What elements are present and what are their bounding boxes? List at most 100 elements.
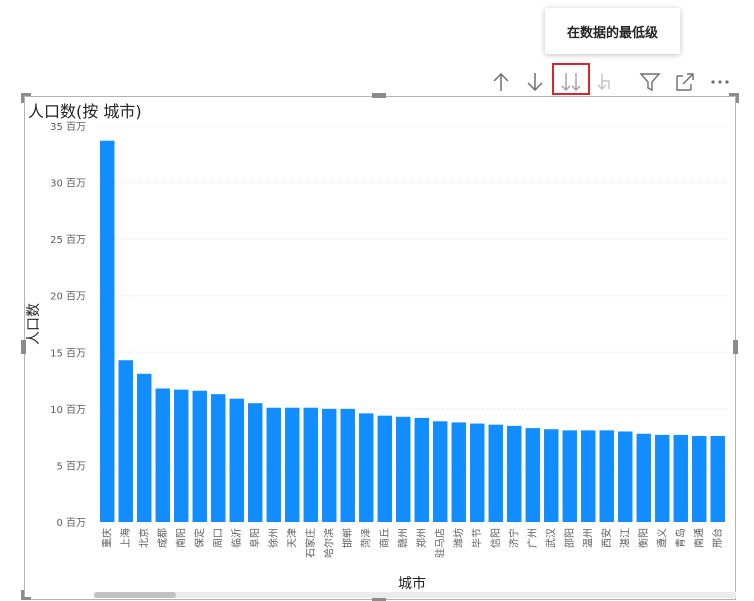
x-tick-label: 衡阳 bbox=[638, 528, 650, 548]
bar[interactable] bbox=[692, 436, 707, 522]
x-tick-label: 广州 bbox=[527, 528, 539, 548]
highlight-box bbox=[552, 63, 590, 95]
bar[interactable] bbox=[266, 407, 281, 522]
bar[interactable] bbox=[285, 407, 300, 522]
x-tick-label: 哈尔滨 bbox=[322, 528, 335, 558]
bar[interactable] bbox=[636, 433, 651, 522]
bar[interactable] bbox=[229, 398, 244, 522]
bar[interactable] bbox=[396, 416, 411, 522]
bar[interactable] bbox=[174, 389, 189, 522]
resize-handle-top-right-v[interactable] bbox=[736, 93, 739, 103]
x-tick-label: 邢台 bbox=[711, 528, 724, 548]
chart-title: 人口数(按 城市) bbox=[28, 102, 142, 121]
x-tick-label: 武汉 bbox=[544, 528, 557, 548]
resize-handle-bottom[interactable] bbox=[372, 597, 386, 601]
bar[interactable] bbox=[377, 415, 392, 522]
resize-handle-left[interactable] bbox=[21, 340, 26, 354]
more-options-icon[interactable] bbox=[708, 70, 732, 94]
bar[interactable] bbox=[710, 436, 725, 522]
x-tick-label: 石家庄 bbox=[304, 528, 317, 558]
arrow-up-icon[interactable] bbox=[489, 70, 513, 94]
y-tick-label: 5 百万 bbox=[56, 460, 86, 472]
y-tick-label: 15 百万 bbox=[50, 347, 86, 359]
bar[interactable] bbox=[544, 429, 559, 522]
tooltip: 在数据的最低级 bbox=[545, 8, 680, 54]
y-axis-title: 人口数 bbox=[26, 303, 42, 345]
focus-mode-icon[interactable] bbox=[673, 70, 697, 94]
x-tick-label: 上海 bbox=[119, 528, 132, 548]
x-tick-label: 信阳 bbox=[490, 528, 502, 548]
x-tick-label: 邯郸 bbox=[341, 528, 354, 548]
bar[interactable] bbox=[525, 428, 540, 522]
expand-all-down-icon[interactable] bbox=[593, 70, 617, 94]
filter-icon[interactable] bbox=[638, 70, 662, 94]
x-tick-label: 青岛 bbox=[674, 528, 687, 548]
horizontal-scroll-track[interactable] bbox=[94, 592, 736, 598]
bar[interactable] bbox=[248, 403, 263, 522]
y-tick-label: 25 百万 bbox=[50, 234, 86, 246]
bar[interactable] bbox=[470, 423, 485, 522]
go-to-lowest-level-icon[interactable] bbox=[559, 70, 583, 94]
resize-handle-top-right[interactable] bbox=[729, 93, 739, 96]
x-tick-label: 北京 bbox=[137, 528, 150, 548]
bar[interactable] bbox=[488, 424, 503, 522]
x-tick-label: 遵义 bbox=[655, 528, 668, 548]
y-tick-label: 30 百万 bbox=[50, 178, 86, 190]
x-tick-label: 温州 bbox=[582, 528, 594, 548]
bar[interactable] bbox=[303, 407, 318, 522]
bar[interactable] bbox=[655, 434, 670, 522]
x-tick-label: 湛江 bbox=[619, 528, 631, 548]
resize-handle-top[interactable] bbox=[372, 93, 386, 98]
bar[interactable] bbox=[322, 408, 337, 522]
resize-handle-top-left[interactable] bbox=[21, 93, 31, 96]
bar[interactable] bbox=[562, 430, 577, 522]
horizontal-scrollbar[interactable] bbox=[94, 592, 176, 598]
bar[interactable] bbox=[211, 394, 226, 522]
arrow-down-icon[interactable] bbox=[523, 70, 547, 94]
bar[interactable] bbox=[618, 431, 633, 522]
x-tick-label: 天津 bbox=[286, 528, 298, 548]
x-tick-label: 潍坊 bbox=[452, 528, 465, 548]
bar[interactable] bbox=[599, 430, 614, 522]
x-tick-label: 成都 bbox=[157, 528, 169, 548]
x-axis-title: 城市 bbox=[398, 575, 426, 592]
x-tick-label: 重庆 bbox=[100, 528, 113, 548]
bar[interactable] bbox=[433, 421, 448, 522]
resize-handle-top-left-v[interactable] bbox=[21, 93, 24, 103]
x-tick-label: 菏泽 bbox=[360, 528, 372, 548]
bar[interactable] bbox=[155, 388, 170, 522]
x-tick-label: 济宁 bbox=[507, 528, 520, 548]
bar[interactable] bbox=[507, 425, 522, 522]
x-tick-label: 临沂 bbox=[230, 528, 243, 548]
x-tick-label: 毕节 bbox=[470, 528, 483, 548]
bar[interactable] bbox=[581, 430, 596, 522]
bar[interactable] bbox=[451, 422, 466, 522]
y-tick-label: 35 百万 bbox=[50, 121, 86, 133]
y-tick-label: 20 百万 bbox=[50, 291, 86, 303]
y-tick-label: 10 百万 bbox=[50, 404, 86, 416]
x-tick-label: 邵阳 bbox=[564, 528, 576, 548]
bar[interactable] bbox=[359, 413, 374, 522]
bar[interactable] bbox=[673, 434, 688, 522]
bar[interactable] bbox=[137, 373, 152, 522]
x-tick-label: 西安 bbox=[600, 528, 613, 548]
resize-handle-right[interactable] bbox=[733, 340, 738, 354]
x-tick-label: 郑州 bbox=[415, 528, 428, 548]
bar[interactable] bbox=[414, 417, 429, 522]
y-tick-label: 0 百万 bbox=[56, 517, 86, 529]
x-tick-label: 徐州 bbox=[267, 528, 280, 548]
bar[interactable] bbox=[340, 408, 355, 522]
x-tick-label: 周口 bbox=[212, 528, 224, 548]
bar[interactable] bbox=[192, 390, 207, 522]
x-tick-label: 赣州 bbox=[396, 528, 409, 548]
resize-handle-bottom-left[interactable] bbox=[21, 597, 31, 600]
tooltip-text: 在数据的最低级 bbox=[566, 25, 658, 41]
x-tick-label: 南通 bbox=[692, 528, 705, 548]
x-tick-label: 阜阳 bbox=[248, 528, 261, 548]
x-tick-label: 商丘 bbox=[378, 528, 391, 548]
x-tick-label: 驻马店 bbox=[433, 528, 446, 558]
bar[interactable] bbox=[118, 360, 133, 522]
resize-handle-bottom-left-v[interactable] bbox=[21, 590, 24, 600]
bar[interactable] bbox=[100, 140, 115, 523]
